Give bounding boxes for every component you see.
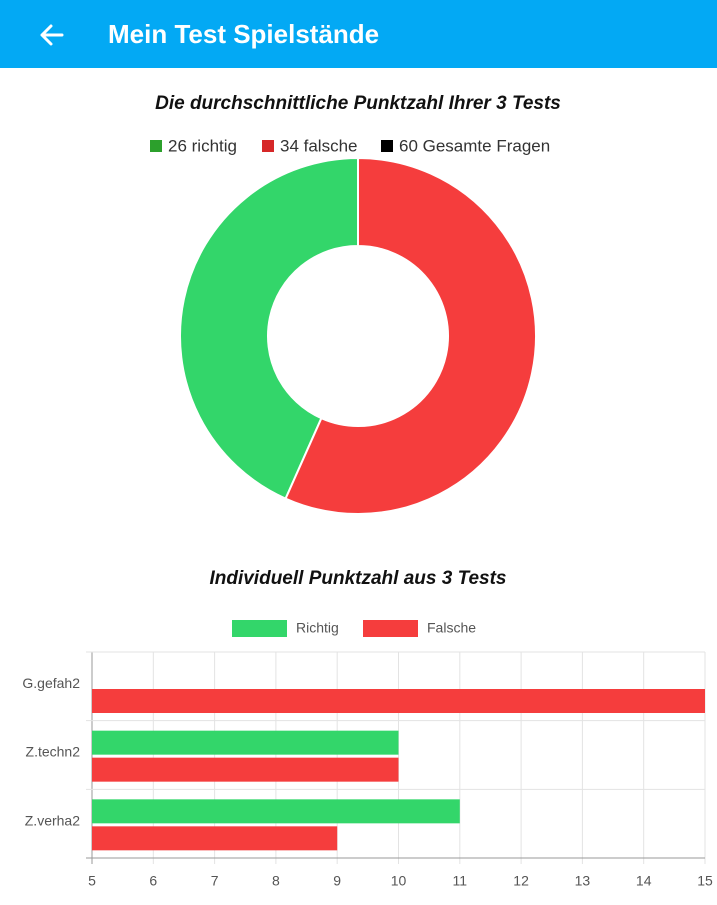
back-button[interactable] bbox=[40, 24, 64, 46]
x-tick-label: 9 bbox=[333, 873, 341, 889]
chart-title: Die durchschnittliche Punktzahl Ihrer 3 … bbox=[155, 93, 561, 114]
legend-swatch bbox=[381, 140, 393, 152]
bar bbox=[92, 799, 460, 824]
x-tick-label: 15 bbox=[697, 873, 713, 889]
legend-swatch bbox=[150, 140, 162, 152]
legend-swatch bbox=[363, 620, 418, 637]
legend-swatch bbox=[262, 140, 274, 152]
y-tick-label: Z.techn2 bbox=[26, 744, 81, 760]
x-tick-label: 14 bbox=[636, 873, 652, 889]
bar bbox=[92, 730, 399, 755]
app-bar bbox=[0, 0, 717, 68]
chart-title: Individuell Punktzahl aus 3 Tests bbox=[209, 568, 506, 589]
x-tick-label: 5 bbox=[88, 873, 96, 889]
legend-label: 26 richtig bbox=[168, 136, 237, 155]
x-tick-label: 11 bbox=[453, 873, 468, 889]
bar bbox=[92, 826, 338, 851]
bar bbox=[92, 757, 399, 782]
bar bbox=[92, 689, 705, 713]
legend-label: Falsche bbox=[427, 620, 476, 636]
legend-swatch bbox=[232, 620, 287, 637]
x-tick-label: 13 bbox=[575, 873, 591, 889]
legend-label: 60 Gesamte Fragen bbox=[399, 136, 550, 155]
legend-label: 34 falsche bbox=[280, 136, 358, 155]
x-tick-label: 12 bbox=[513, 873, 529, 889]
x-tick-label: 10 bbox=[391, 873, 407, 889]
donut-slice bbox=[284, 156, 537, 515]
donut-slice bbox=[179, 156, 359, 500]
x-tick-label: 7 bbox=[211, 873, 219, 889]
y-tick-label: Z.verha2 bbox=[25, 812, 80, 828]
app-title: Mein Test Spielstände bbox=[108, 19, 379, 49]
back-arrow[interactable] bbox=[40, 24, 64, 46]
y-tick-label: G.gefah2 bbox=[22, 675, 80, 691]
x-tick-label: 8 bbox=[272, 873, 280, 889]
x-tick-label: 6 bbox=[149, 873, 157, 889]
legend-label: Richtig bbox=[296, 620, 339, 636]
